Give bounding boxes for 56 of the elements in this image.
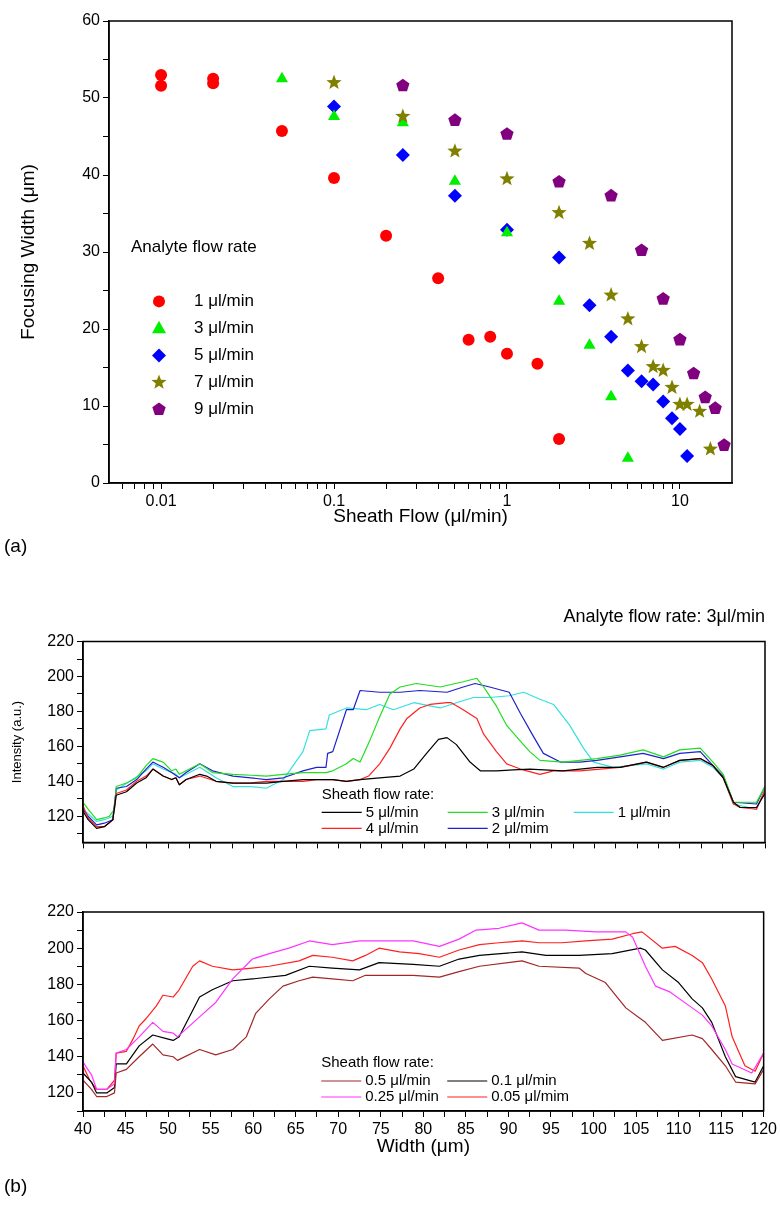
text: (a) <box>4 535 28 557</box>
x-tick-label: 10 <box>671 492 689 510</box>
y-tick-label: 0 <box>91 473 101 491</box>
x-tick-label: 0.01 <box>145 492 177 510</box>
y-tick-label: 60 <box>82 11 101 29</box>
y-tick-label: 220 <box>47 632 75 650</box>
legend-label: 3 μl/min <box>194 318 254 338</box>
y-tick-label: 200 <box>47 938 75 956</box>
x-tick-label: 45 <box>116 1120 135 1138</box>
legend-title: Sheath flow rate: <box>321 784 435 802</box>
x-tick-label: 55 <box>201 1120 220 1138</box>
x-tick-label: 0.1 <box>322 492 346 510</box>
x-tick-label: 90 <box>499 1120 518 1138</box>
legend-label: 1 μl/min <box>617 802 671 820</box>
y-tick-label: 140 <box>47 771 75 789</box>
legend-label: 5 μl/min <box>194 345 254 365</box>
y-tick-label: 30 <box>82 242 101 260</box>
y-tick-label: 180 <box>47 974 75 992</box>
x-tick-label: 60 <box>244 1120 263 1138</box>
x-tick-label: 95 <box>542 1120 560 1138</box>
legend-title: Sheath flow rate: <box>321 1053 434 1071</box>
legend-label: 0.1 μl/min <box>491 1071 557 1089</box>
y-tick-label: 20 <box>82 319 101 337</box>
y-tick-label: 50 <box>82 88 101 106</box>
y-tick-label: 120 <box>47 1083 75 1101</box>
x-tick-label: 105 <box>622 1120 650 1138</box>
legend-label: 7 μl/min <box>194 372 254 392</box>
y-tick-label: 40 <box>82 165 101 183</box>
legend-label: 5 μl/min <box>365 802 419 820</box>
y-tick-label: 200 <box>47 666 75 684</box>
x-tick-label: 1 <box>502 492 512 510</box>
y-tick-label: 160 <box>47 736 75 754</box>
legend-label: 3 μl/min <box>491 802 545 820</box>
legend-label: 0.25 μl/min <box>365 1087 439 1105</box>
y-axis-title: Intensity (a.u.) <box>9 700 25 784</box>
y-tick-label: 160 <box>47 1010 75 1028</box>
x-tick-label: 100 <box>580 1120 607 1138</box>
x-tick-label: 50 <box>159 1120 178 1138</box>
chart-title: Analyte flow rate: 3μl/min <box>563 605 765 626</box>
legend-label: 0.5 μl/min <box>365 1071 431 1089</box>
y-tick-label: 220 <box>47 902 75 920</box>
y-tick-label: 120 <box>47 806 75 824</box>
legend-label: 0.05 μl/mim <box>491 1087 570 1105</box>
x-tick-label: 115 <box>708 1120 734 1138</box>
y-tick-label: 140 <box>47 1047 75 1065</box>
legend-label: 1 μl/min <box>194 291 254 311</box>
y-tick-label: 10 <box>82 396 101 414</box>
y-tick-label: 180 <box>47 701 75 719</box>
legend-label: 9 μl/min <box>194 399 254 419</box>
x-tick-label: 110 <box>665 1120 692 1138</box>
legend-title: Analyte flow rate <box>131 237 257 257</box>
x-tick-label: 70 <box>329 1120 348 1138</box>
x-tick-label: 65 <box>286 1120 305 1138</box>
text: (b) <box>4 1175 28 1197</box>
x-tick-label: 120 <box>750 1120 778 1138</box>
y-axis-title: Focusing Width (μm) <box>16 164 38 340</box>
